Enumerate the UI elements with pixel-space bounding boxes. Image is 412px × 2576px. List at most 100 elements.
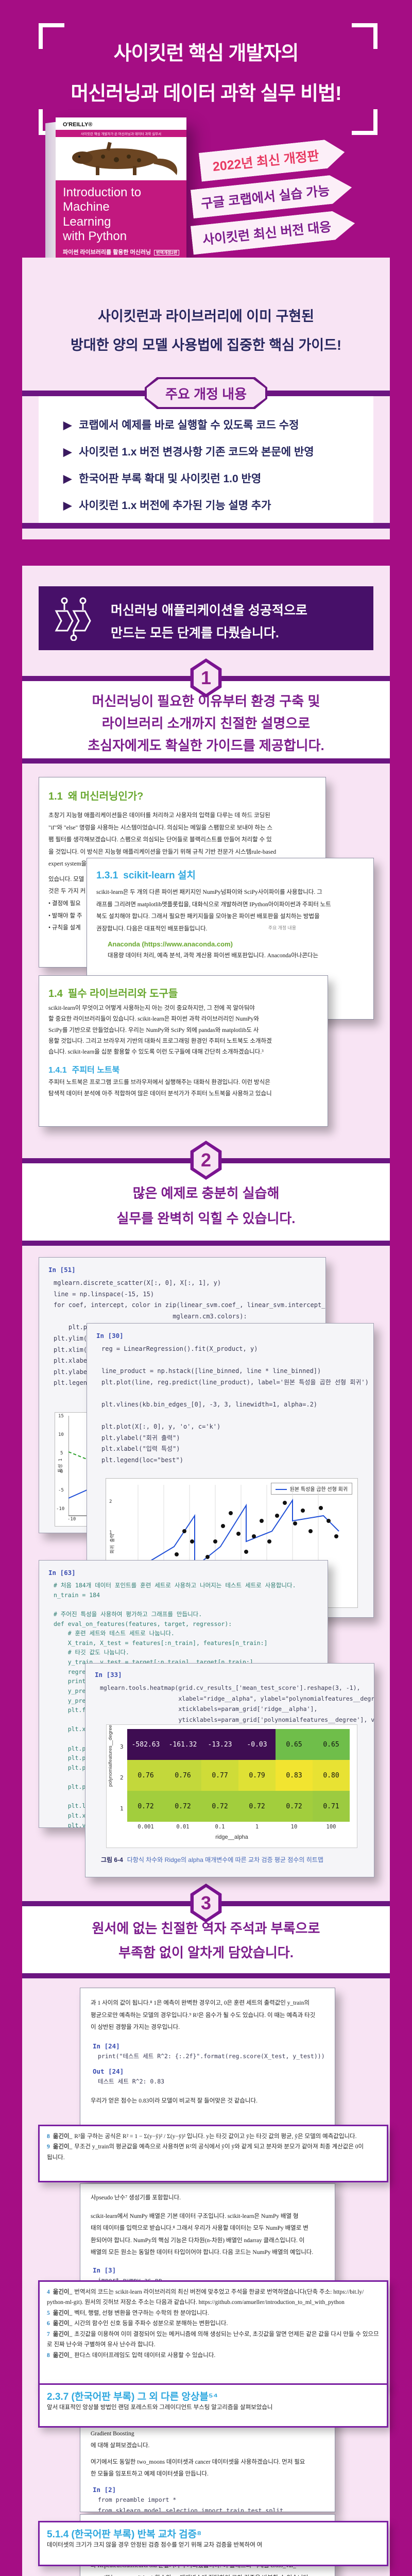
x-tick: 0.001 [138, 1824, 154, 1830]
r2-paragraph: 과 1 사이의 값이 됩니다.⁸ 1은 예측이 완벽한 경우이고, 0은 훈련 … [91, 2000, 316, 2031]
heatmap-cell: 0.77 [201, 1760, 238, 1791]
hero-title-line2: 머신러닝과 데이터 과학 실무 비법! [71, 83, 341, 105]
revision-item: ▶ 사이킷런 1.x 버전 변경사항 기존 코드와 본문에 반영 [63, 444, 373, 459]
y-tick: 15 [58, 1414, 64, 1419]
y-tick: 2 [109, 1499, 112, 1504]
y-tick: 0 [60, 1469, 63, 1475]
note-marker: 옮긴이_ [53, 2352, 73, 2359]
cell-label: In [63] [48, 1569, 76, 1577]
heatmap-cell: -0.03 [238, 1729, 276, 1760]
section-1-4-1-heading: 1.4.1 주피터 노트북 [39, 1058, 328, 1075]
output-out24: 테스트 세트 R^2: 0.83 [98, 2078, 165, 2086]
heatmap-cell: 0.72 [201, 1791, 238, 1822]
book-subtitle-text: 파이썬 라이브러리를 활용한 머신러닝 [63, 249, 151, 256]
y-axis-label: 회귀 출력 [110, 1534, 115, 1554]
heatmap-x-axis-label: ridge__alpha [215, 1834, 248, 1840]
y-tick: 1 [109, 1530, 112, 1535]
section3-heading: 원서에 없는 친절한 역자 주석과 부록으로 부족함 없이 알차게 담았습니다. [92, 1921, 320, 1960]
divider-bar [22, 1973, 390, 1978]
numpy-lead: 사pseudo 난수⁷ 생성기를 포함합니다. [91, 2195, 181, 2201]
pipeline-banner-line2: 만드는 모든 단계를 다뤘습니다. [111, 625, 279, 640]
appendix-2-3-7-heading: 2.3.7 (한국어판 부록) 그 외 다른 앙상블⁵⁴ [47, 2392, 218, 2402]
note-marker: 옮긴이_ [53, 2331, 73, 2337]
book-cover: O'REILLY® 사이킷런 핵심 개발자가 쓴 머신러닝과 데이터 과학 실무… [56, 117, 186, 306]
cell-label: In [3] [93, 2266, 116, 2274]
appendix-5-1-4-line: 데이터셋의 크기가 크지 않을 경우 안정된 검증 점수를 얻기 위해 교차 검… [47, 2542, 263, 2548]
x-tick: -10 [67, 1517, 76, 1522]
note-text: R²을 구하는 공식은 R² = 1 − Σ(y−ŷ)² / Σ(y−ȳ)² 입… [74, 2133, 357, 2140]
pipeline-banner: 머신러닝 애플리케이션을 성공적으로 만드는 모든 단계를 다뤘습니다. [39, 586, 373, 650]
code-in30: reg = LinearRegression().fit(X_product, … [101, 1345, 369, 1464]
heatmap-cell: -13.23 [201, 1729, 238, 1760]
heatmap-cell: 0.65 [313, 1729, 350, 1760]
heatmap-cell: 0.71 [313, 1791, 350, 1822]
note-text: 벡터, 행렬, 선형 변환을 연구하는 수학의 한 분야입니다. [74, 2310, 209, 2316]
x-tick: 0.01 [176, 1824, 190, 1830]
heatmap-cell: 0.72 [238, 1791, 276, 1822]
triangle-bullet-icon: ▶ [63, 473, 72, 485]
translator-note: 8 옮긴이_ R²을 구하는 공식은 R² = 1 − Σ(y−ŷ)² / Σ(y−… [47, 2131, 380, 2142]
x-tick: 0.1 [215, 1824, 225, 1830]
corner-bracket-icon [352, 109, 377, 135]
section-1-4-heading: 1.4 필수 라이브러리와 도구들 [39, 976, 328, 1001]
note-number: 5 [47, 2310, 50, 2316]
code-in24: print("테스트 세트 R^2: {:.2f}".format(reg.sc… [98, 2052, 325, 2060]
translator-note: 8 옮긴이_ 판다스 데이터프레임도 입력 데이터로 사용할 수 있습니다. [47, 2350, 380, 2361]
note-marker: 옮긴이_ [53, 2310, 73, 2316]
note-text: 시간의 함수인 신호 등을 주파수 성분으로 분해하는 변환입니다. [74, 2320, 228, 2327]
note-text: 초깃값을 이용하여 이미 결정되어 있는 메커니즘에 의해 생성되는 난수로, … [47, 2331, 379, 2348]
section-1-4-1-number: 1.4.1 [48, 1066, 67, 1075]
intro-line2: 방대한 양의 모델 사용법에 집중한 핵심 가이드! [71, 337, 341, 353]
heatmap-cell: 0.79 [238, 1760, 276, 1791]
book-subtitle: 파이썬 라이브러리를 활용한 머신러닝 번역개정2판 [56, 247, 186, 258]
ribbon-3-label: 사이킷런 최신 버전 대응 [202, 219, 332, 248]
cell-label: In [51] [48, 1266, 76, 1274]
divider-bar [22, 523, 390, 529]
section-1-1-body: 초창기 지능형 애플리케이션들은 데이터를 처리하고 사용자의 입력을 다루는 … [48, 812, 277, 868]
cell-label: In [30] [96, 1332, 124, 1340]
code-in33: mglearn.tools.heatmap(grid.cv_results_['… [100, 1684, 374, 1724]
section-1-4-number: 1.4 [48, 988, 63, 999]
ribbon-banner-1: 2022년 최신 개정판 [199, 138, 346, 181]
x-tick: 100 [326, 1824, 336, 1830]
cell-label: In [24] [93, 2042, 120, 2050]
note-marker: 옮긴이_ [53, 2320, 73, 2327]
note-number: 8 [47, 2133, 50, 2140]
margin-note: 주요 개정 내용 [268, 925, 296, 930]
figure-caption-label: 그림 6-4 [101, 1856, 123, 1863]
revision-badge-label: 주요 개정 내용 [165, 386, 247, 402]
note-marker: 옮긴이_ [53, 2133, 73, 2140]
section-1-1-heading: 1.1 왜 머신러닝인가? [39, 777, 325, 806]
revision-item: ▶ 코랩에서 예제를 바로 실행할 수 있도록 코드 수정 [63, 417, 373, 432]
book-title-block: Introduction to Machine Learning with Py… [56, 180, 186, 247]
section-1-4-title: 필수 라이브러리와 도구들 [67, 988, 178, 999]
legend-line-swatch [275, 1489, 287, 1490]
book-title: Introduction to Machine Learning with Py… [63, 185, 142, 243]
heatmap-cell: 0.72 [127, 1791, 164, 1822]
heatmap-cell: 0.76 [127, 1760, 164, 1791]
note-number: 4 [47, 2289, 50, 2295]
translator-note: 9 옮긴이_ 무조건 y_train의 평균값을 예측으로 사용하면 R²의 공식에… [47, 2142, 380, 2163]
translator-note: 4 옮긴이_ 번역서의 코드는 scikit-learn 라이브러리의 최신 버전에… [47, 2287, 380, 2308]
heatmap-cell: 0.83 [276, 1760, 313, 1791]
translator-note: 5 옮긴이_ 벡터, 행렬, 선형 변환을 연구하는 수학의 한 분야입니다. [47, 2308, 380, 2318]
revision-item-text: 한국어판 부록 확대 및 사이킷런 1.0 반영 [79, 473, 262, 485]
corner-bracket-icon [352, 23, 377, 49]
pipeline-icon [55, 597, 91, 641]
heatmap-cell: 0.80 [313, 1760, 350, 1791]
heatmap-row-label: 1 [120, 1805, 124, 1812]
revision-item: ▶ 사이킷런 1.x 버전에 추가된 기능 설명 추가 [63, 497, 373, 513]
heatmap-x-ticks: 0.001 0.01 0.1 1 10 100 [127, 1824, 350, 1830]
heatmap-row-label: 2 [120, 1774, 124, 1781]
note-number: 8 [47, 2352, 50, 2359]
numpy-paragraph: scikit-learn에서 NumPy 배열은 기본 데이터 구조입니다. s… [91, 2213, 314, 2256]
book-tagline: 사이킷런 핵심 개발자가 쓴 머신러닝과 데이터 과학 실무서 [56, 130, 186, 137]
heatmap-cell: -582.63 [127, 1729, 164, 1760]
intro-line1: 사이킷런과 라이브러리에 이미 구현된 [98, 309, 314, 324]
anaconda-heading: Anaconda (https://www.anaconda.com) [108, 940, 233, 948]
heatmap-cell: 0.65 [276, 1729, 313, 1760]
revision-item-text: 코랩에서 예제를 바로 실행할 수 있도록 코드 수정 [79, 419, 299, 431]
section2-number: 2 [194, 1144, 218, 1176]
y-tick: 10 [58, 1432, 64, 1437]
appendix-5-1-4-heading: 5.1.4 (한국어판 부록) 반복 교차 검증⁸ [47, 2529, 202, 2540]
